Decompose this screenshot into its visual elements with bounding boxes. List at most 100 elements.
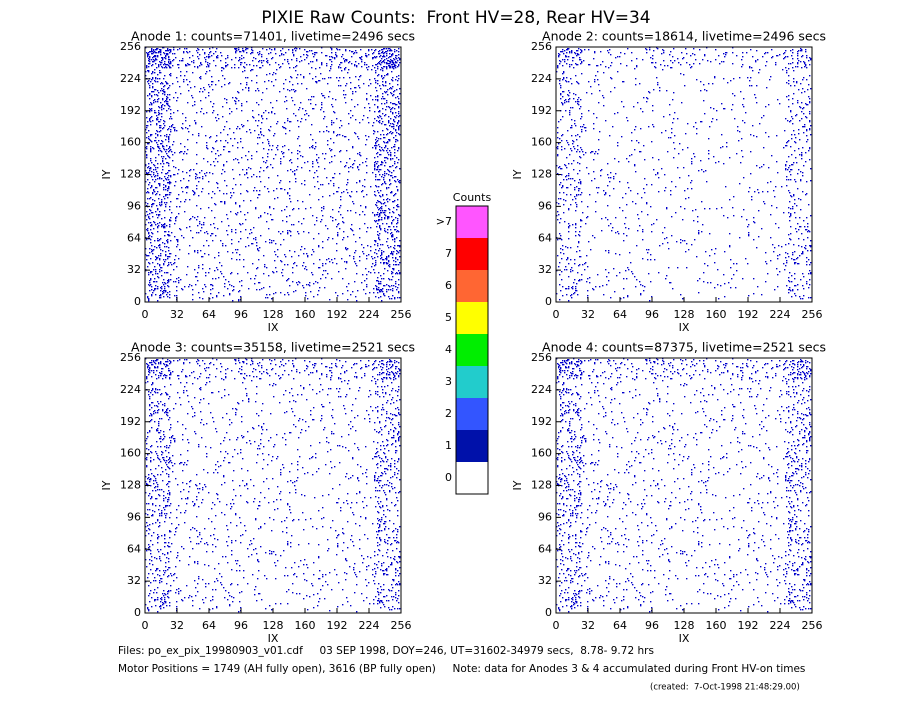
- x-tick-label: 192: [327, 619, 348, 632]
- x-tick-label: 0: [553, 619, 560, 632]
- y-tick-label: 160: [120, 447, 141, 460]
- y-tick-label: 0: [134, 606, 141, 619]
- x-tick-label: 224: [359, 308, 380, 321]
- x-tick-label: 192: [327, 308, 348, 321]
- y-axis-label: IY: [511, 480, 524, 490]
- colorbar-label: 0: [445, 471, 452, 484]
- x-tick-label: 128: [674, 308, 695, 321]
- y-tick-label: 96: [538, 510, 552, 523]
- footer-motor: Motor Positions = 1749 (AH fully open), …: [118, 663, 805, 675]
- x-tick-label: 160: [295, 308, 316, 321]
- y-tick-label: 0: [545, 606, 552, 619]
- colorbar-label: >7: [436, 215, 452, 228]
- x-tick-label: 256: [802, 619, 823, 632]
- x-axis-label: IX: [679, 321, 690, 334]
- y-tick-label: 160: [120, 136, 141, 149]
- footer-files: Files: po_ex_pix_19980903_v01.cdf 03 SEP…: [118, 645, 654, 657]
- x-tick-label: 128: [674, 619, 695, 632]
- y-tick-label: 256: [120, 40, 141, 53]
- x-tick-label: 160: [706, 308, 727, 321]
- x-tick-label: 256: [802, 308, 823, 321]
- colorbar-swatch: [456, 270, 488, 302]
- y-tick-label: 192: [531, 415, 552, 428]
- y-tick-label: 160: [531, 136, 552, 149]
- x-tick-label: 256: [391, 619, 412, 632]
- y-tick-label: 128: [531, 168, 552, 181]
- plot-title: Anode 3: counts=35158, livetime=2521 sec…: [131, 340, 415, 355]
- speckle-texture: [145, 358, 401, 613]
- colorbar-label: 4: [445, 343, 452, 356]
- y-tick-label: 64: [538, 542, 552, 555]
- y-axis-label: IY: [100, 480, 113, 490]
- page-title: PIXIE Raw Counts: Front HV=28, Rear HV=3…: [261, 8, 650, 28]
- y-tick-label: 224: [120, 383, 141, 396]
- y-tick-label: 96: [538, 199, 552, 212]
- y-tick-label: 64: [127, 231, 141, 244]
- y-tick-label: 256: [120, 351, 141, 364]
- y-tick-label: 192: [120, 415, 141, 428]
- y-tick-label: 160: [531, 447, 552, 460]
- plot-title: Anode 2: counts=18614, livetime=2496 sec…: [542, 29, 826, 44]
- x-tick-label: 32: [170, 619, 184, 632]
- x-tick-label: 224: [359, 619, 380, 632]
- y-tick-label: 64: [538, 231, 552, 244]
- x-tick-label: 160: [706, 619, 727, 632]
- y-axis-label: IY: [100, 169, 113, 179]
- y-tick-label: 256: [531, 351, 552, 364]
- speckle-texture: [556, 47, 812, 302]
- y-tick-label: 32: [538, 263, 552, 276]
- y-tick-label: 224: [531, 383, 552, 396]
- x-tick-label: 96: [645, 308, 659, 321]
- colorbar-label: 2: [445, 407, 452, 420]
- x-tick-label: 64: [202, 308, 216, 321]
- colorbar-label: 5: [445, 311, 452, 324]
- x-tick-label: 192: [738, 619, 759, 632]
- y-tick-label: 0: [134, 295, 141, 308]
- x-tick-label: 64: [202, 619, 216, 632]
- speckle-texture: [556, 358, 812, 613]
- x-tick-label: 0: [142, 308, 149, 321]
- y-tick-label: 128: [120, 168, 141, 181]
- x-tick-label: 96: [234, 308, 248, 321]
- y-tick-label: 32: [538, 574, 552, 587]
- y-tick-label: 0: [545, 295, 552, 308]
- colorbar-frame: [455, 205, 489, 495]
- x-tick-label: 0: [553, 308, 560, 321]
- footer-created: (created: 7-Oct-1998 21:48:29.00): [650, 683, 800, 693]
- y-axis-label: IY: [511, 169, 524, 179]
- y-tick-label: 32: [127, 263, 141, 276]
- y-tick-label: 224: [120, 72, 141, 85]
- y-tick-label: 192: [120, 104, 141, 117]
- y-tick-label: 96: [127, 510, 141, 523]
- y-tick-label: 64: [127, 542, 141, 555]
- colorbar-swatch: [456, 238, 488, 270]
- colorbar-title: Counts: [453, 191, 492, 204]
- x-tick-label: 32: [581, 308, 595, 321]
- colorbar-swatch: [456, 366, 488, 398]
- colorbar-swatch: [456, 430, 488, 462]
- y-tick-label: 128: [531, 479, 552, 492]
- x-tick-label: 96: [234, 619, 248, 632]
- x-tick-label: 0: [142, 619, 149, 632]
- x-tick-label: 64: [613, 619, 627, 632]
- plot-title: Anode 1: counts=71401, livetime=2496 sec…: [131, 29, 415, 44]
- colorbar-swatch: [456, 462, 488, 494]
- x-tick-label: 160: [295, 619, 316, 632]
- colorbar-swatch: [456, 302, 488, 334]
- x-axis-label: IX: [268, 321, 279, 334]
- x-axis-label: IX: [268, 632, 279, 645]
- x-tick-label: 96: [645, 619, 659, 632]
- x-tick-label: 224: [770, 308, 791, 321]
- x-tick-label: 224: [770, 619, 791, 632]
- y-tick-label: 224: [531, 72, 552, 85]
- colorbar-label: 6: [445, 279, 452, 292]
- x-tick-label: 32: [170, 308, 184, 321]
- colorbar-swatch: [456, 398, 488, 430]
- y-tick-label: 32: [127, 574, 141, 587]
- y-tick-label: 128: [120, 479, 141, 492]
- x-tick-label: 128: [263, 619, 284, 632]
- x-tick-label: 32: [581, 619, 595, 632]
- colorbar-label: 7: [445, 247, 452, 260]
- colorbar-label: 1: [445, 439, 452, 452]
